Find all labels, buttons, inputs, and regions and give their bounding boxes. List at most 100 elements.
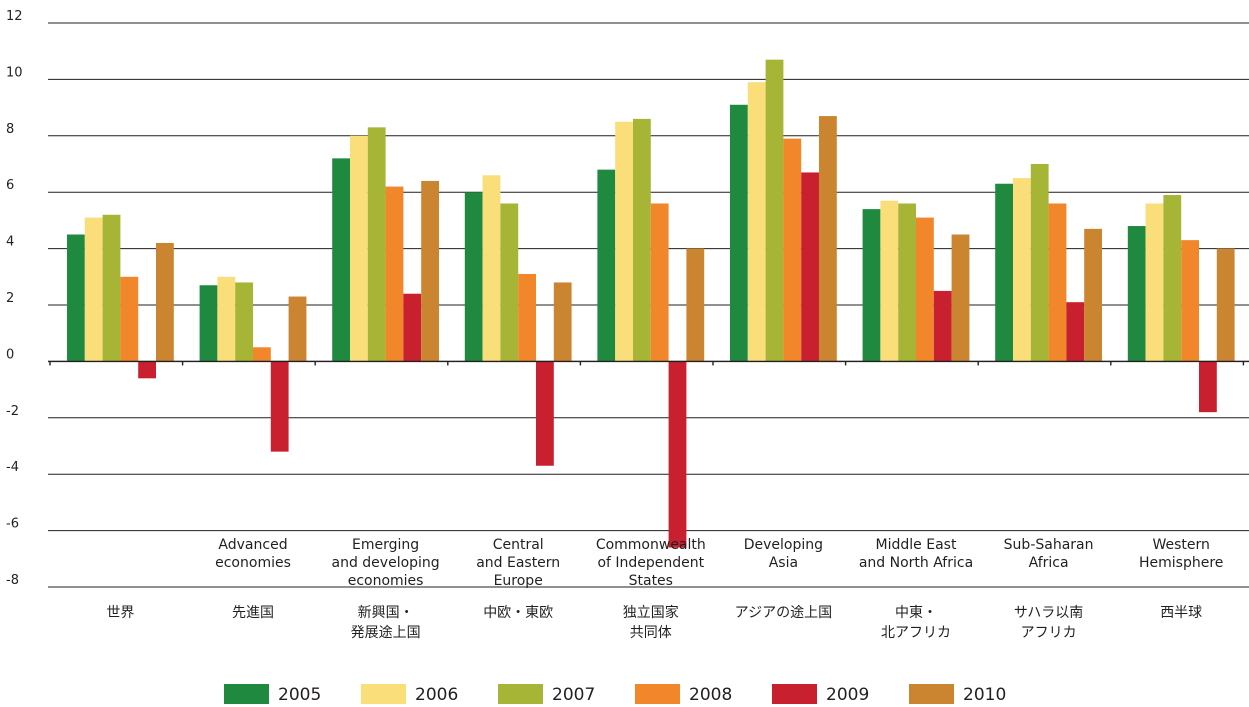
bar-2007-cat-4 — [633, 118, 651, 362]
legend-swatch-2009 — [772, 684, 817, 704]
bar-2007-cat-2 — [367, 127, 386, 362]
bar-2010-cat-8 — [1216, 248, 1235, 362]
category-label-jp: 世界 — [106, 605, 134, 621]
legend-label-2009: 2009 — [826, 685, 869, 705]
category-label-jp: 新興国・ — [358, 605, 414, 621]
category-label-en: States — [629, 573, 673, 589]
y-tick-label: -4 — [6, 460, 19, 475]
bar-2009-cat-3 — [536, 361, 554, 466]
legend-swatch-2006 — [361, 684, 406, 704]
bar-2009-cat-4 — [668, 361, 687, 548]
y-tick-label: -8 — [6, 573, 19, 588]
category-label-en: Africa — [1029, 555, 1069, 571]
category-label-jp: 北アフリカ — [881, 625, 951, 641]
bar-2007-cat-8 — [1163, 195, 1182, 362]
bar-2009-cat-2 — [403, 293, 422, 362]
category-labels: 世界 Advanced economies 先進国 Emerging and develo… — [106, 537, 1223, 641]
category-label-jp: 独立国家 — [623, 604, 679, 621]
category-label-en: economies — [348, 573, 424, 589]
bar-2009-cat-5 — [801, 172, 819, 362]
y-tick-label: 2 — [6, 291, 14, 306]
bar-2005-cat-4 — [597, 169, 616, 362]
category-label-en: and developing — [332, 555, 440, 571]
category-label-jp: 中欧・東欧 — [483, 605, 553, 621]
category-label-en: Advanced — [218, 537, 287, 553]
category-label-en: Central — [493, 537, 544, 553]
bar-2008-cat-0 — [120, 276, 139, 362]
bar-2007-cat-6 — [898, 203, 916, 362]
bar-2010-cat-4 — [686, 248, 705, 362]
bar-2006-cat-4 — [615, 121, 633, 362]
category-label-en: Middle East — [876, 537, 957, 553]
category-label-jp: アジアの途上国 — [735, 604, 832, 621]
bar-2009-cat-1 — [270, 361, 289, 452]
bar-2007-cat-3 — [500, 203, 519, 362]
y-tick-label: 0 — [6, 347, 14, 362]
category-label-jp: 発展途上国 — [351, 624, 421, 641]
bar-2008-cat-7 — [1048, 203, 1067, 362]
bar-2008-cat-1 — [253, 347, 271, 362]
category-label-en: Developing — [744, 537, 823, 553]
legend-label-2005: 2005 — [278, 685, 321, 705]
category-label-en: Western — [1152, 537, 1209, 553]
bar-2010-cat-1 — [288, 296, 307, 362]
category-label-jp: アフリカ — [1021, 625, 1077, 641]
legend-swatch-2010 — [909, 684, 954, 704]
bar-2007-cat-5 — [765, 59, 784, 362]
bar-2008-cat-4 — [650, 203, 669, 362]
bar-2006-cat-7 — [1013, 178, 1031, 362]
bar-2010-cat-7 — [1084, 228, 1102, 362]
bar-2006-cat-2 — [350, 135, 368, 362]
legend-swatch-2007 — [498, 684, 543, 704]
bar-2009-cat-0 — [138, 361, 156, 379]
bar-2010-cat-0 — [156, 242, 174, 362]
bar-2007-cat-1 — [235, 282, 253, 362]
bar-2006-cat-3 — [482, 175, 501, 362]
y-tick-label: 4 — [6, 235, 14, 250]
bar-2010-cat-3 — [553, 282, 572, 362]
bar-2006-cat-8 — [1145, 203, 1164, 362]
category-label-jp: 先進国 — [232, 605, 274, 621]
y-tick-label: 12 — [6, 9, 23, 24]
bar-2006-cat-6 — [880, 200, 899, 362]
category-label-en: of Independent — [597, 555, 704, 571]
y-tick-label: -6 — [6, 517, 19, 532]
bar-2005-cat-7 — [995, 183, 1013, 362]
category-label-en: Sub-Saharan — [1004, 537, 1094, 553]
legend: 2005 2006 2007 2008 2009 2010 — [224, 684, 1006, 705]
bar-2008-cat-3 — [518, 273, 536, 362]
bar-2005-cat-1 — [199, 285, 218, 362]
y-tick-label: 10 — [6, 65, 23, 80]
category-label-en: Hemisphere — [1139, 555, 1223, 571]
bar-2010-cat-5 — [819, 116, 837, 362]
category-label-jp: 西半球 — [1160, 605, 1202, 621]
bar-2008-cat-8 — [1181, 240, 1199, 362]
y-axis-tick-labels: 12 10 8 6 4 2 0 -2 -4 -6 -8 — [6, 9, 23, 588]
category-label-en: Asia — [769, 555, 798, 571]
category-label-en: Europe — [494, 573, 543, 589]
bar-2005-cat-6 — [862, 209, 881, 362]
legend-label-2006: 2006 — [415, 685, 458, 705]
category-label-en: and Eastern — [476, 555, 560, 571]
legend-label-2008: 2008 — [689, 685, 732, 705]
legend-label-2010: 2010 — [963, 685, 1006, 705]
bar-2008-cat-2 — [385, 186, 404, 362]
bar-2007-cat-0 — [102, 214, 121, 362]
bar-2009-cat-7 — [1066, 302, 1085, 362]
bar-2005-cat-2 — [332, 158, 350, 362]
category-label-jp: サハラ以南 — [1014, 605, 1083, 621]
category-label-en: Commonwealth — [596, 537, 706, 553]
bar-2005-cat-8 — [1127, 226, 1146, 362]
bar-2005-cat-3 — [464, 192, 483, 362]
bar-2008-cat-5 — [783, 138, 802, 362]
bar-2010-cat-6 — [951, 234, 970, 362]
y-tick-label: 8 — [6, 122, 14, 137]
category-label-jp: 共同体 — [630, 625, 672, 641]
bar-2007-cat-7 — [1030, 164, 1049, 362]
bar-2005-cat-0 — [67, 234, 85, 362]
category-label-en: economies — [215, 555, 291, 571]
bar-2008-cat-6 — [916, 217, 934, 362]
legend-label-2007: 2007 — [552, 685, 595, 705]
bar-2010-cat-2 — [421, 180, 439, 362]
